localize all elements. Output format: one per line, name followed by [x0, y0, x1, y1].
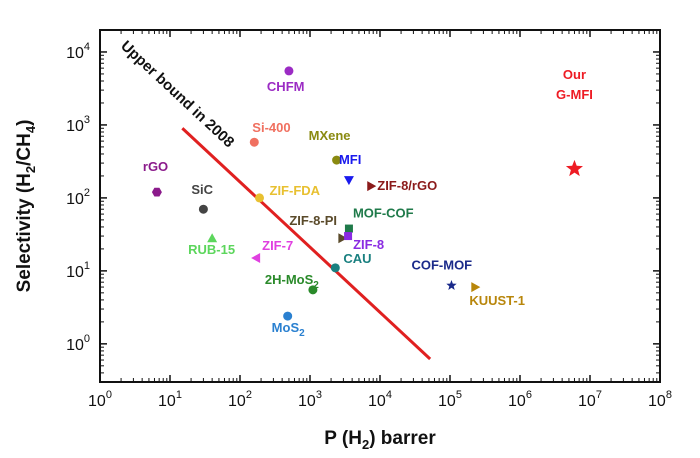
data-point-zif-7	[251, 253, 261, 264]
data-point-zif-8	[344, 232, 353, 241]
data-point-2h-mos2	[308, 285, 318, 295]
label-zif-8-rgo: ZIF-8/rGO	[377, 178, 437, 193]
y-tick-label: 101	[66, 260, 90, 281]
label-rgo: rGO	[143, 159, 168, 174]
x-tick-label: 105	[438, 389, 462, 410]
data-point-si-400	[249, 137, 259, 147]
label-si-400: Si-400	[252, 120, 290, 135]
y-tick-label: 103	[66, 114, 90, 135]
axis-ticks	[99, 29, 661, 383]
y-tick-label: 102	[66, 187, 90, 208]
data-point-kuust-1	[471, 282, 481, 293]
data-point-mos2	[283, 311, 293, 321]
label-zif-fda: ZIF-FDA	[270, 183, 321, 198]
x-tick-label: 104	[368, 389, 392, 410]
x-tick-label: 100	[88, 389, 112, 410]
label-our-g-mfi: Our G-MFI	[556, 67, 593, 102]
x-tick-label: 103	[298, 389, 322, 410]
upper-bound-label: Upper bound in 2008	[117, 37, 237, 151]
data-point-our-g-mfi	[565, 159, 583, 177]
x-tick-label: 106	[508, 389, 532, 410]
y-tick-label: 100	[66, 333, 90, 354]
data-point-mof-cof	[344, 224, 353, 233]
label-rub-15: RUB-15	[188, 242, 235, 257]
data-point-labels: CHFM Si-400 MXene MFI ZIF-8/rGO rGO SiC ZIF-FDA…	[143, 67, 593, 339]
label-2h-mos2: 2H-MoS2	[265, 272, 319, 291]
label-kuust-1: KUUST-1	[469, 293, 525, 308]
label-chfm: CHFM	[267, 79, 305, 94]
data-point-mxene	[332, 155, 342, 165]
x-axis-title: P (H2) barrer	[324, 428, 436, 452]
label-zif-8-pi: ZIF-8-PI	[289, 213, 337, 228]
tick-labels: 100 101 102 103 104 105 106 107 108 100 101 102 103 1…	[66, 41, 672, 410]
x-tick-label: 107	[578, 389, 602, 410]
data-point-zif-fda	[255, 193, 265, 203]
label-cau: CAU	[343, 251, 371, 266]
label-mof-cof: MOF-COF	[353, 206, 414, 221]
data-points	[151, 66, 583, 321]
data-point-cau	[330, 263, 340, 273]
label-mos2: MoS2	[272, 320, 305, 339]
y-axis-title: Selectivity (H2/CH4)	[14, 120, 38, 293]
label-mfi: MFI	[339, 152, 361, 167]
data-point-cof-mof	[446, 280, 457, 290]
data-point-zif-8-rgo	[367, 181, 377, 192]
label-cof-mof: COF-MOF	[411, 258, 472, 273]
label-zif-8: ZIF-8	[353, 237, 384, 252]
data-point-mfi	[343, 176, 354, 186]
data-point-chfm	[284, 66, 294, 76]
data-point-zif-8-pi	[338, 233, 348, 244]
label-zif-7: ZIF-7	[262, 238, 293, 253]
label-sic: SiC	[191, 182, 213, 197]
x-tick-label: 102	[228, 389, 252, 410]
x-tick-label: 108	[648, 389, 672, 410]
x-tick-label: 101	[158, 389, 182, 410]
upper-bound-line	[181, 127, 432, 361]
label-mxene: MXene	[309, 128, 351, 143]
data-point-sic	[198, 204, 208, 214]
data-point-rgo	[151, 187, 162, 197]
y-tick-label: 104	[66, 41, 90, 62]
data-point-rub-15	[207, 233, 218, 243]
